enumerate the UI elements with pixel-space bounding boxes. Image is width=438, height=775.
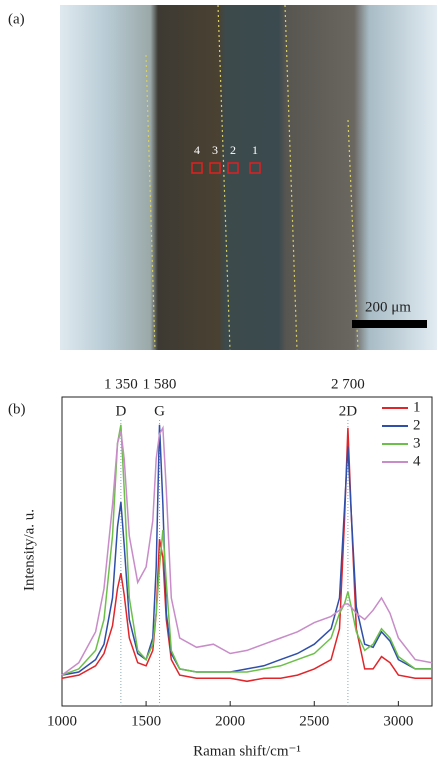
x-tick-label: 3000 (383, 713, 413, 729)
spot-markers (191, 162, 261, 174)
legend-label: 1 (413, 399, 421, 415)
spectrum-line (61, 425, 433, 676)
x-tick-label: 1000 (47, 713, 77, 729)
x-tick-label: 2000 (215, 713, 245, 729)
scale-bar (352, 320, 427, 328)
spot-label: 2 (230, 143, 236, 157)
image-background (60, 5, 437, 350)
x-axis-label: Raman shift/cm⁻¹ (193, 743, 301, 759)
boundary-lines (145, 4, 359, 351)
plot-frame (61, 396, 433, 707)
spot-label: 1 (252, 143, 258, 157)
y-axis-label: Intensity/a. u. (21, 509, 37, 591)
chart: (b) 1000 1500 2000 2500 3000 Raman shift/cm⁻¹ I… (8, 376, 433, 759)
peak-name: D (115, 403, 126, 419)
micrograph: 4 3 2 1 200 μm (60, 4, 437, 351)
peak-position: 2 700 (331, 376, 365, 392)
legend-label: 4 (413, 453, 421, 469)
x-tick-label: 1500 (131, 713, 161, 729)
peak-name: G (154, 403, 165, 419)
scale-label: 200 μm (365, 299, 411, 315)
x-tick-label: 2500 (299, 713, 329, 729)
spectrum-line (61, 424, 432, 676)
spot-label: 3 (212, 143, 218, 157)
panel-label: (a) (8, 11, 25, 27)
peak-position: 1 350 (104, 376, 138, 392)
spot-label: 4 (194, 143, 200, 157)
legend-label: 2 (413, 417, 421, 433)
panel-label: (b) (8, 401, 26, 417)
spectrum-line (61, 427, 432, 683)
peak-position: 1 580 (143, 376, 177, 392)
legend-label: 3 (413, 435, 421, 451)
peak-name: 2D (339, 403, 358, 419)
